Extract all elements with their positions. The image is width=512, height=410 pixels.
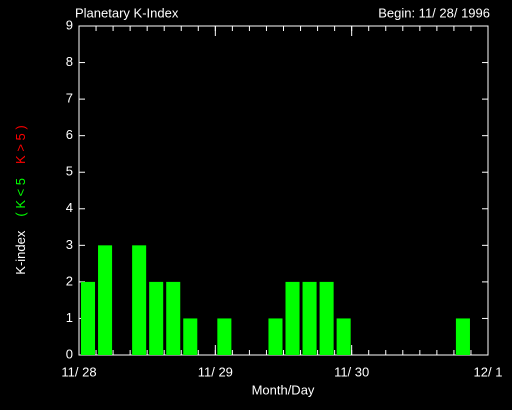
bar: [81, 281, 96, 355]
y-tick-label: 2: [66, 273, 73, 288]
y-tick-label: 8: [66, 54, 73, 69]
bar: [98, 245, 113, 355]
legend-label: K > 5 ): [13, 125, 28, 164]
y-tick-label: 0: [66, 346, 73, 361]
x-tick-label: 12/ 1: [474, 364, 503, 379]
y-tick-label: 4: [66, 200, 73, 215]
bar: [302, 281, 317, 355]
y-tick-label: 5: [66, 164, 73, 179]
y-tick-label: 6: [66, 127, 73, 142]
bar: [285, 281, 300, 355]
y-axis-label-group: K-index ( K < 5 K > 5 ): [13, 125, 28, 274]
y-tick-label: 1: [66, 310, 73, 325]
bar: [455, 318, 470, 355]
y-axis-label: K-index: [13, 230, 28, 275]
bar: [319, 281, 334, 355]
bar: [217, 318, 232, 355]
bar: [336, 318, 351, 355]
bar: [166, 281, 181, 355]
chart-title: Planetary K-Index: [75, 5, 179, 20]
bar: [183, 318, 198, 355]
y-tick-label: 3: [66, 237, 73, 252]
y-tick-label: 9: [66, 17, 73, 32]
bar: [132, 245, 147, 355]
bar: [268, 318, 283, 355]
chart-subtitle: Begin: 11/ 28/ 1996: [378, 5, 490, 20]
x-tick-label: 11/ 29: [198, 364, 233, 379]
bar: [149, 281, 164, 355]
legend-label: ( K < 5: [13, 178, 28, 217]
y-tick-label: 7: [66, 91, 73, 106]
x-tick-label: 11/ 28: [61, 364, 96, 379]
x-tick-label: 11/ 30: [334, 364, 369, 379]
x-axis-label: Month/Day: [252, 382, 315, 397]
